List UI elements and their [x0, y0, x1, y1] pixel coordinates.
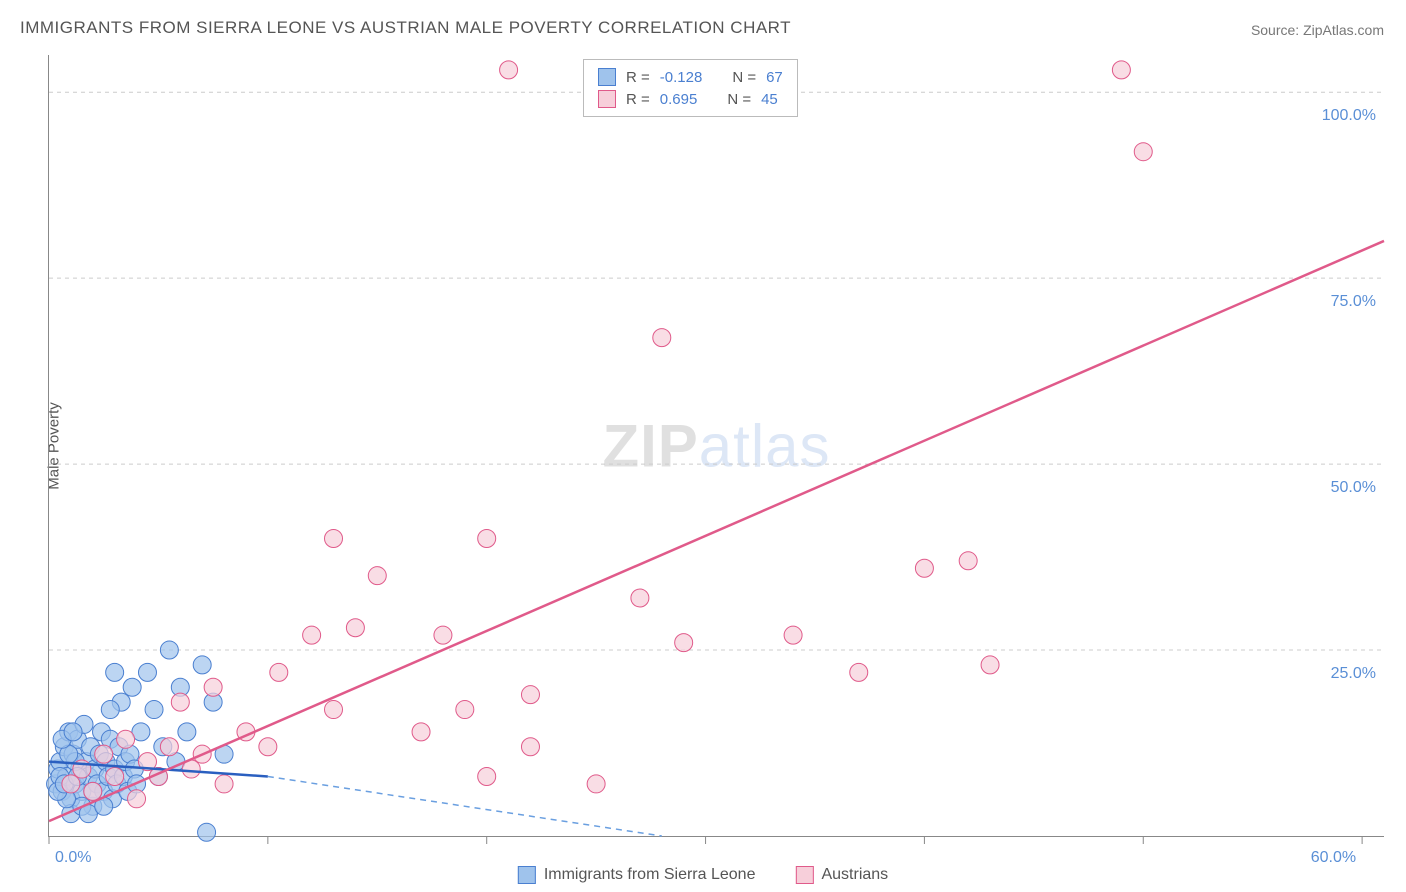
- data-point: [193, 656, 211, 674]
- data-point: [368, 567, 386, 585]
- data-point: [478, 529, 496, 547]
- r-label: R =: [626, 91, 650, 108]
- data-point: [850, 663, 868, 681]
- data-point: [521, 686, 539, 704]
- legend-label: Austrians: [821, 866, 888, 884]
- data-point: [160, 738, 178, 756]
- data-point: [84, 782, 102, 800]
- legend-item-sierra-leone: Immigrants from Sierra Leone: [518, 866, 756, 884]
- data-point: [64, 723, 82, 741]
- data-point: [434, 626, 452, 644]
- data-point: [478, 767, 496, 785]
- data-point: [587, 775, 605, 793]
- data-point: [128, 790, 146, 808]
- y-tick-label: 25.0%: [1331, 665, 1376, 682]
- x-tick-label: 0.0%: [55, 849, 91, 866]
- y-tick-label: 75.0%: [1331, 293, 1376, 310]
- data-point: [303, 626, 321, 644]
- data-point: [631, 589, 649, 607]
- legend-item-austrians: Austrians: [795, 866, 888, 884]
- r-value: 0.695: [660, 91, 698, 108]
- data-point: [521, 738, 539, 756]
- data-point: [412, 723, 430, 741]
- data-point: [456, 701, 474, 719]
- plot-area: ZIPatlas 25.0%50.0%75.0%100.0%0.0%60.0% …: [48, 55, 1384, 837]
- source-label: Source: ZipAtlas.com: [1251, 22, 1384, 38]
- data-point: [325, 701, 343, 719]
- data-point: [915, 559, 933, 577]
- legend-label: Immigrants from Sierra Leone: [544, 866, 756, 884]
- legend-swatch-icon: [598, 68, 616, 86]
- data-point: [500, 61, 518, 79]
- data-point: [215, 775, 233, 793]
- data-point: [106, 767, 124, 785]
- data-point: [1134, 143, 1152, 161]
- n-label: N =: [732, 69, 756, 86]
- data-point: [123, 678, 141, 696]
- data-point: [160, 641, 178, 659]
- r-value: -0.128: [660, 69, 703, 86]
- n-label: N =: [727, 91, 751, 108]
- data-point: [62, 775, 80, 793]
- data-point: [346, 619, 364, 637]
- legend-swatch-icon: [598, 90, 616, 108]
- data-point: [959, 552, 977, 570]
- data-point: [981, 656, 999, 674]
- legend-swatch-icon: [518, 866, 536, 884]
- legend-top-row: R = -0.128 N = 67: [598, 66, 783, 88]
- data-point: [1112, 61, 1130, 79]
- r-label: R =: [626, 69, 650, 86]
- data-point: [95, 745, 113, 763]
- trend-line: [49, 241, 1384, 821]
- y-tick-label: 100.0%: [1322, 107, 1376, 124]
- data-point: [117, 730, 135, 748]
- data-point: [259, 738, 277, 756]
- y-tick-label: 50.0%: [1331, 479, 1376, 496]
- data-point: [198, 823, 216, 841]
- n-value: 67: [766, 69, 783, 86]
- data-point: [145, 701, 163, 719]
- data-point: [653, 329, 671, 347]
- x-tick-label: 60.0%: [1311, 849, 1356, 866]
- data-point: [325, 529, 343, 547]
- data-point: [138, 663, 156, 681]
- legend-bottom: Immigrants from Sierra Leone Austrians: [518, 866, 888, 884]
- data-point: [178, 723, 196, 741]
- legend-top: R = -0.128 N = 67 R = 0.695 N = 45: [583, 59, 798, 117]
- data-point: [675, 634, 693, 652]
- data-point: [784, 626, 802, 644]
- data-point: [204, 678, 222, 696]
- chart-title: IMMIGRANTS FROM SIERRA LEONE VS AUSTRIAN…: [20, 18, 791, 38]
- data-point: [101, 701, 119, 719]
- legend-top-row: R = 0.695 N = 45: [598, 88, 783, 110]
- legend-swatch-icon: [795, 866, 813, 884]
- chart-svg: 25.0%50.0%75.0%100.0%0.0%60.0%: [49, 55, 1384, 836]
- data-point: [270, 663, 288, 681]
- data-point: [106, 663, 124, 681]
- data-point: [171, 693, 189, 711]
- n-value: 45: [761, 91, 778, 108]
